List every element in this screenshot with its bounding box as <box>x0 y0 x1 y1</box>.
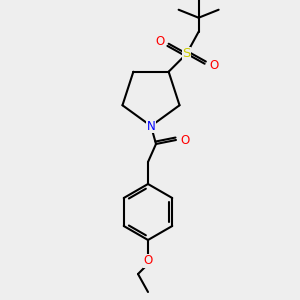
Text: O: O <box>155 35 164 48</box>
Text: S: S <box>182 47 191 60</box>
Text: O: O <box>209 59 218 72</box>
Text: O: O <box>143 254 153 268</box>
Text: N: N <box>147 119 155 133</box>
Text: O: O <box>180 134 190 146</box>
